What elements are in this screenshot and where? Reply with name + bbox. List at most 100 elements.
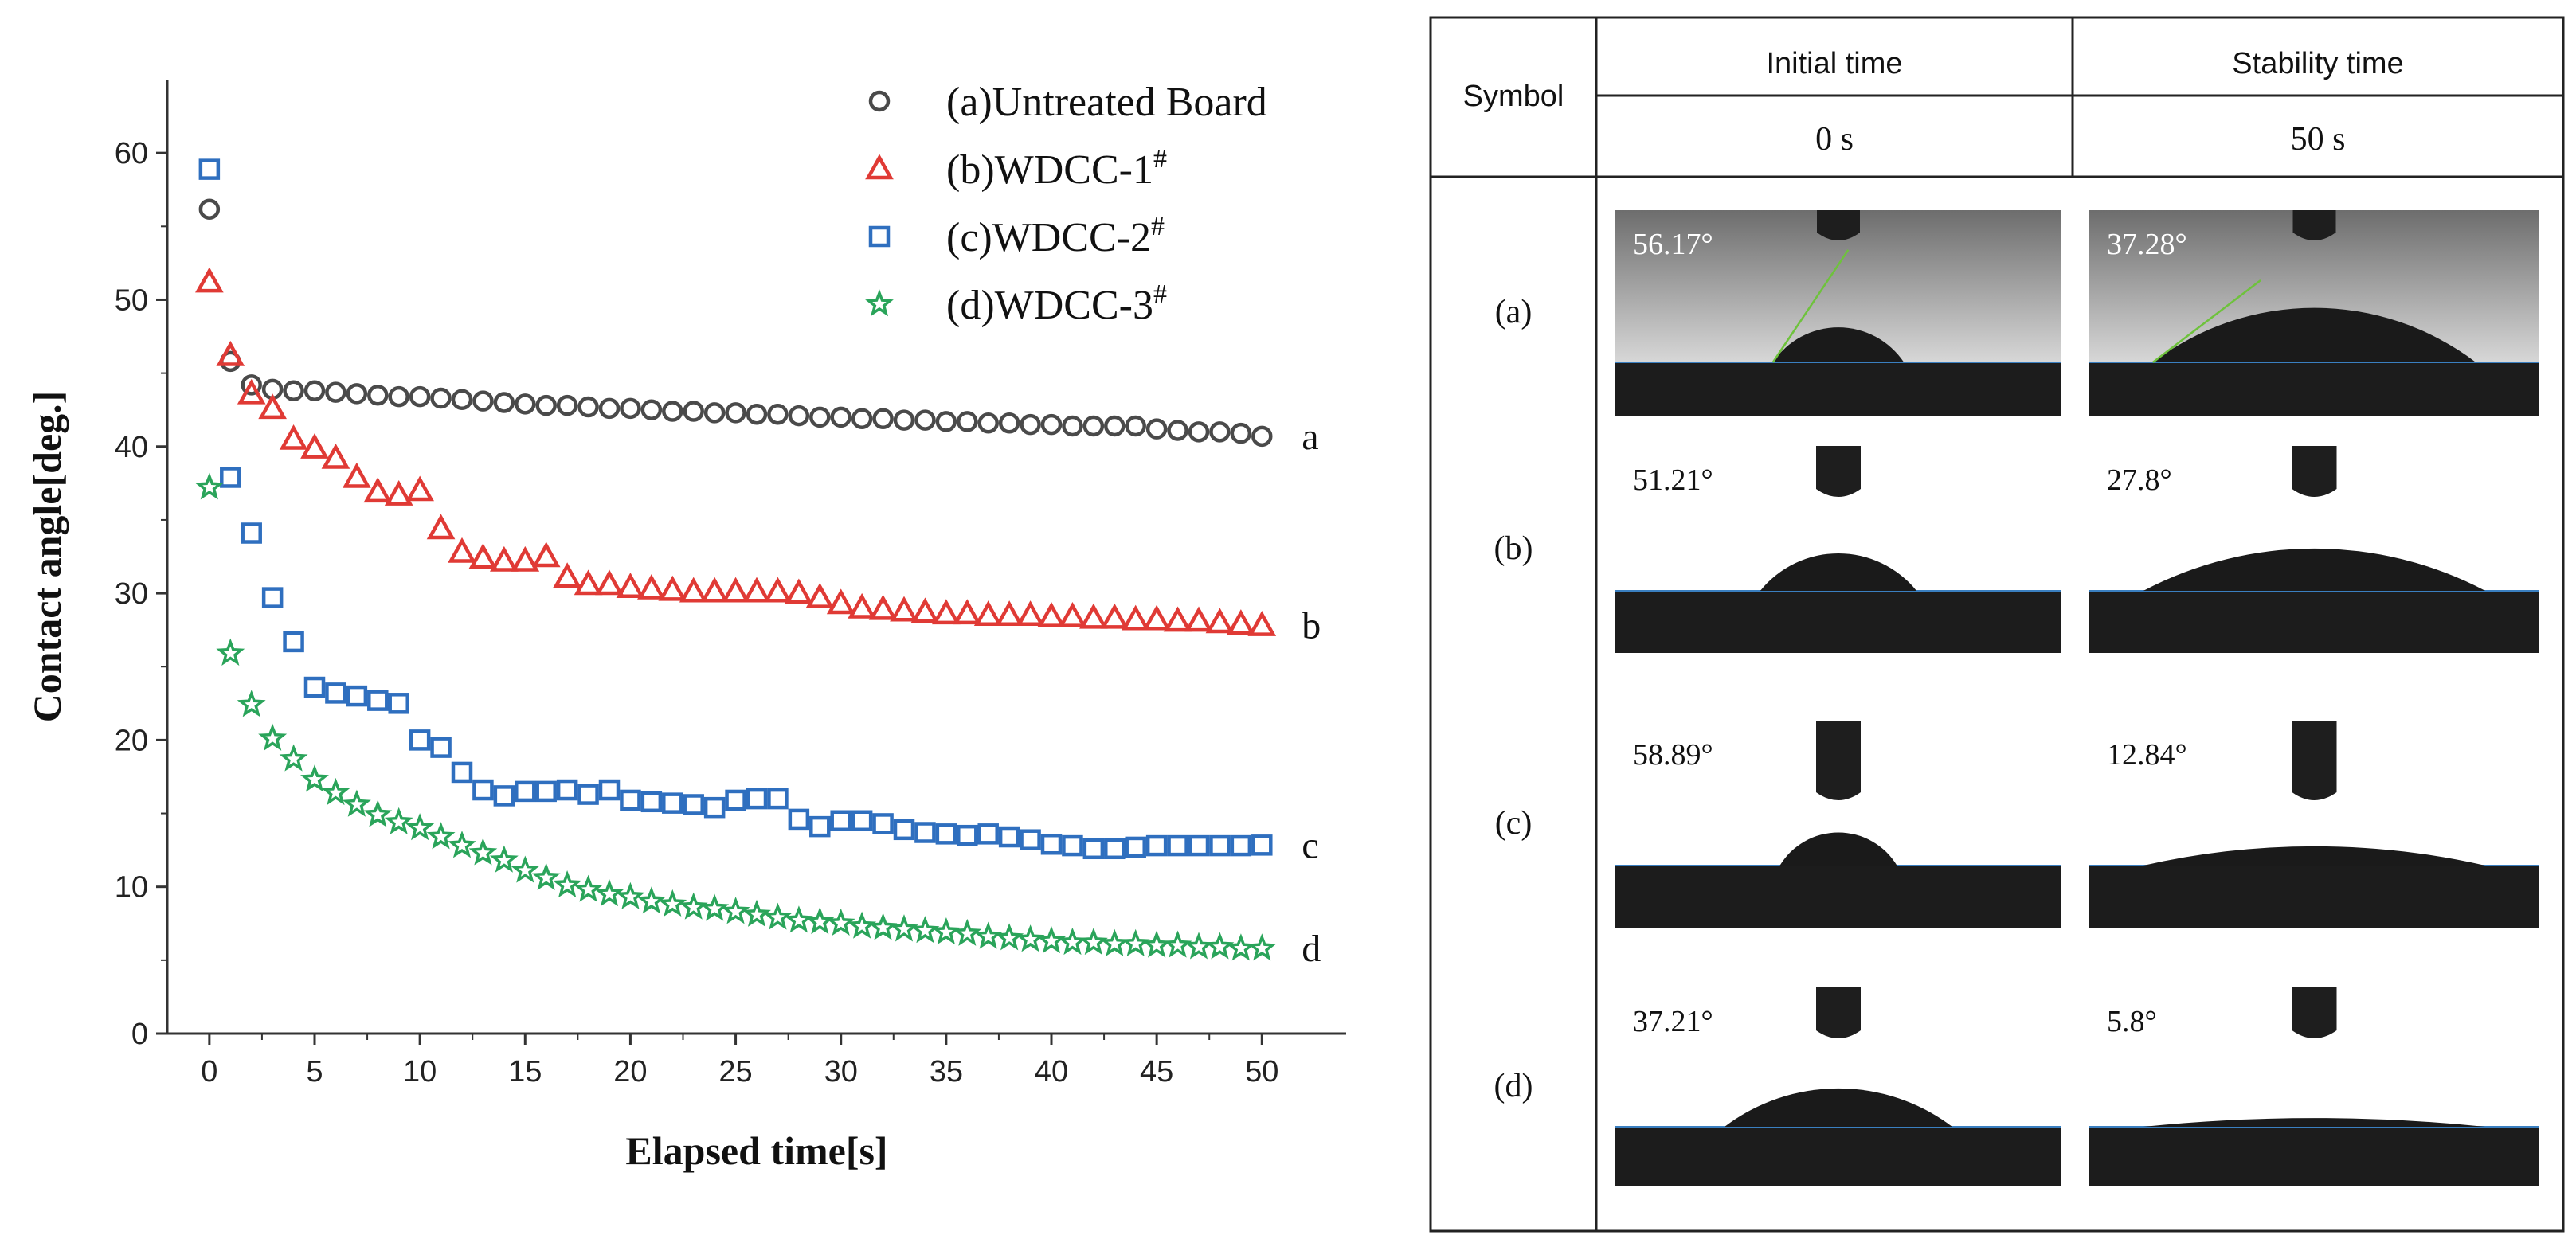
data-point xyxy=(574,569,603,596)
data-point xyxy=(241,522,262,544)
data-point xyxy=(679,577,708,603)
data-point xyxy=(662,792,683,814)
data-point xyxy=(1020,829,1041,850)
data-point xyxy=(636,886,666,914)
contact-angle-label: 12.84° xyxy=(2107,738,2187,772)
droplet-image: 37.21° xyxy=(1615,987,2061,1186)
data-point xyxy=(1037,926,1066,954)
data-point xyxy=(809,406,831,428)
data-point xyxy=(531,541,561,568)
data-point xyxy=(241,374,262,396)
data-point xyxy=(1142,930,1172,958)
data-point xyxy=(258,723,288,751)
data-point xyxy=(1145,418,1168,440)
data-point xyxy=(1163,606,1192,632)
legend-marker xyxy=(868,225,891,248)
data-point xyxy=(700,893,730,921)
data-point xyxy=(384,479,413,506)
data-point xyxy=(237,378,266,405)
data-point xyxy=(595,569,624,596)
data-point xyxy=(872,408,894,430)
needle xyxy=(2292,987,2337,1038)
data-point xyxy=(995,923,1024,951)
droplet xyxy=(2152,307,2476,362)
data-point xyxy=(1167,834,1188,857)
data-point xyxy=(973,600,1003,626)
data-point xyxy=(637,573,666,600)
data-point xyxy=(430,737,452,758)
series-end-label: a xyxy=(1302,416,1318,458)
data-point xyxy=(1125,836,1146,858)
y-axis-title: Contact angle[deg.] xyxy=(25,391,69,723)
data-point xyxy=(595,878,624,907)
droplet xyxy=(2143,846,2486,866)
droplet-image: 5.8° xyxy=(2089,987,2539,1186)
data-point xyxy=(767,788,789,810)
data-point xyxy=(1058,927,1087,956)
data-point xyxy=(910,916,940,944)
data-point xyxy=(426,822,456,850)
data-point xyxy=(511,545,540,572)
data-point xyxy=(342,789,371,817)
data-point xyxy=(468,838,498,866)
data-point xyxy=(409,729,431,751)
series-b: b xyxy=(195,267,1321,647)
data-point xyxy=(788,405,810,427)
legend: (a)Untreated Board (b)WDCC-1# (c)WDCC-2# (d… xyxy=(865,80,1267,328)
x-tick-label: 15 xyxy=(508,1055,542,1089)
data-point xyxy=(658,575,687,601)
data-point xyxy=(957,824,978,846)
data-point xyxy=(826,908,855,936)
data-point xyxy=(746,403,768,425)
data-point xyxy=(890,596,918,622)
substrate xyxy=(2089,866,2539,928)
x-axis-title: Elapsed time[s] xyxy=(625,1128,887,1173)
data-point xyxy=(553,562,581,588)
data-point xyxy=(640,399,663,420)
droplet-image: 51.21° xyxy=(1615,446,2061,653)
substrate xyxy=(1615,866,2061,928)
data-point xyxy=(872,813,894,834)
data-point xyxy=(1100,928,1129,956)
data-point xyxy=(977,412,999,434)
data-point xyxy=(977,823,999,845)
data-point xyxy=(556,394,578,416)
data-point xyxy=(890,914,918,942)
data-point xyxy=(1167,420,1188,441)
data-point xyxy=(725,402,746,424)
x-tick-label: 10 xyxy=(403,1055,437,1089)
data-point xyxy=(511,855,540,883)
contact-angle-label: 37.21° xyxy=(1633,1005,1713,1038)
data-point xyxy=(995,600,1024,626)
data-point xyxy=(1079,603,1108,629)
data-point xyxy=(848,592,876,619)
data-point xyxy=(472,779,494,801)
data-point xyxy=(426,514,456,540)
data-point xyxy=(683,794,704,815)
data-point xyxy=(683,401,704,422)
data-point xyxy=(1100,603,1129,629)
data-point xyxy=(237,690,266,717)
data-point xyxy=(515,780,536,803)
y-tick-label: 40 xyxy=(115,431,148,464)
data-point xyxy=(700,577,729,603)
data-point xyxy=(953,599,982,625)
data-point xyxy=(472,390,494,412)
data-point xyxy=(451,761,473,784)
legend-marker xyxy=(865,154,894,180)
data-point xyxy=(1062,834,1083,857)
contact-angle-label: 37.28° xyxy=(2107,228,2187,261)
data-point xyxy=(721,897,750,924)
data-point xyxy=(784,905,813,933)
data-point xyxy=(1188,834,1210,857)
y-tick-label: 30 xyxy=(115,577,148,611)
data-point xyxy=(763,577,793,603)
data-point xyxy=(679,892,708,920)
panel-initial-time: 0 s xyxy=(1815,121,1854,158)
data-point xyxy=(303,380,326,401)
droplet xyxy=(1779,832,1897,866)
data-point xyxy=(363,799,393,827)
data-point xyxy=(763,902,793,930)
panel-initial-header: Initial time xyxy=(1766,47,1902,80)
